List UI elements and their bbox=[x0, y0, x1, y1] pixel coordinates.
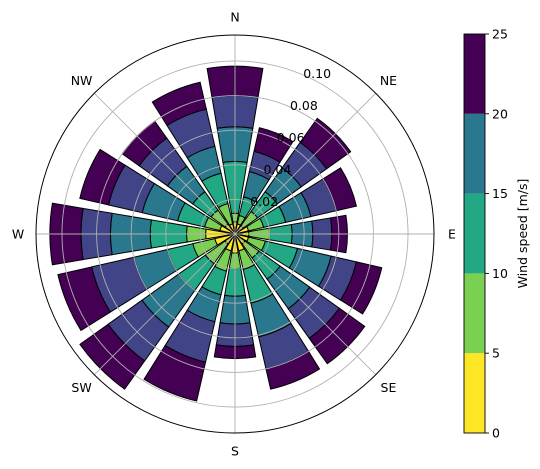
colorbar-label: Wind speed [m/s] bbox=[515, 179, 530, 289]
colorbar-tick-label-1: 5 bbox=[492, 346, 500, 361]
grid-layer bbox=[36, 35, 434, 433]
colorbar-tick-label-5: 25 bbox=[492, 27, 508, 42]
bar-sector-5-bin-5 bbox=[339, 261, 383, 315]
colorbar-frame bbox=[463, 33, 486, 434]
direction-label-w: W bbox=[12, 227, 24, 242]
bar-sector-11-bin-5 bbox=[57, 266, 112, 332]
radial-tick-label-0: 0.02 bbox=[250, 194, 278, 209]
frame-layer bbox=[35, 34, 435, 434]
colorbar-band-4 bbox=[464, 34, 485, 114]
direction-label-e: E bbox=[448, 227, 456, 242]
colorbar-band-2 bbox=[464, 193, 485, 274]
colorbar-tick-label-0: 0 bbox=[492, 426, 500, 441]
radial-tick-label-3: 0.08 bbox=[290, 98, 318, 113]
colorbar: 0 5 10 15 20 25 Wind speed [m/s] bbox=[463, 27, 530, 441]
grid-spoke-1 bbox=[234, 92, 377, 235]
direction-label-n: N bbox=[230, 10, 239, 25]
colorbar-band-0 bbox=[464, 353, 485, 433]
radial-tick-label-4: 0.10 bbox=[303, 66, 331, 81]
direction-label-nw: NW bbox=[71, 73, 93, 88]
direction-label-s: S bbox=[231, 444, 239, 459]
colorbar-tick-label-2: 10 bbox=[492, 266, 508, 281]
direction-label-se: SE bbox=[381, 380, 397, 395]
colorbar-band-3 bbox=[464, 113, 485, 194]
radial-tick-label-1: 0.04 bbox=[263, 162, 291, 177]
bar-sector-15-bin-5 bbox=[151, 81, 207, 127]
polar-frame bbox=[35, 34, 435, 434]
direction-label-sw: SW bbox=[71, 380, 91, 395]
grid-spoke-3 bbox=[234, 233, 377, 376]
radial-tick-label-2: 0.06 bbox=[277, 130, 305, 145]
colorbar-tick-label-3: 15 bbox=[492, 186, 508, 201]
grid-spoke-5 bbox=[93, 233, 236, 376]
direction-label-ne: NE bbox=[380, 73, 397, 88]
colorbar-band-1 bbox=[464, 273, 485, 354]
labels-layer: N NE E SE S SW W NW 0.02 0.04 0.06 0.08 0.10 bbox=[12, 10, 456, 459]
colorbar-tick-label-4: 20 bbox=[492, 106, 508, 121]
bar-sector-13-bin-5 bbox=[79, 148, 126, 206]
bar-sector-9-bin-5 bbox=[143, 344, 207, 402]
grid-spoke-7 bbox=[93, 92, 236, 235]
bar-sector-1-bin-5 bbox=[253, 127, 294, 163]
